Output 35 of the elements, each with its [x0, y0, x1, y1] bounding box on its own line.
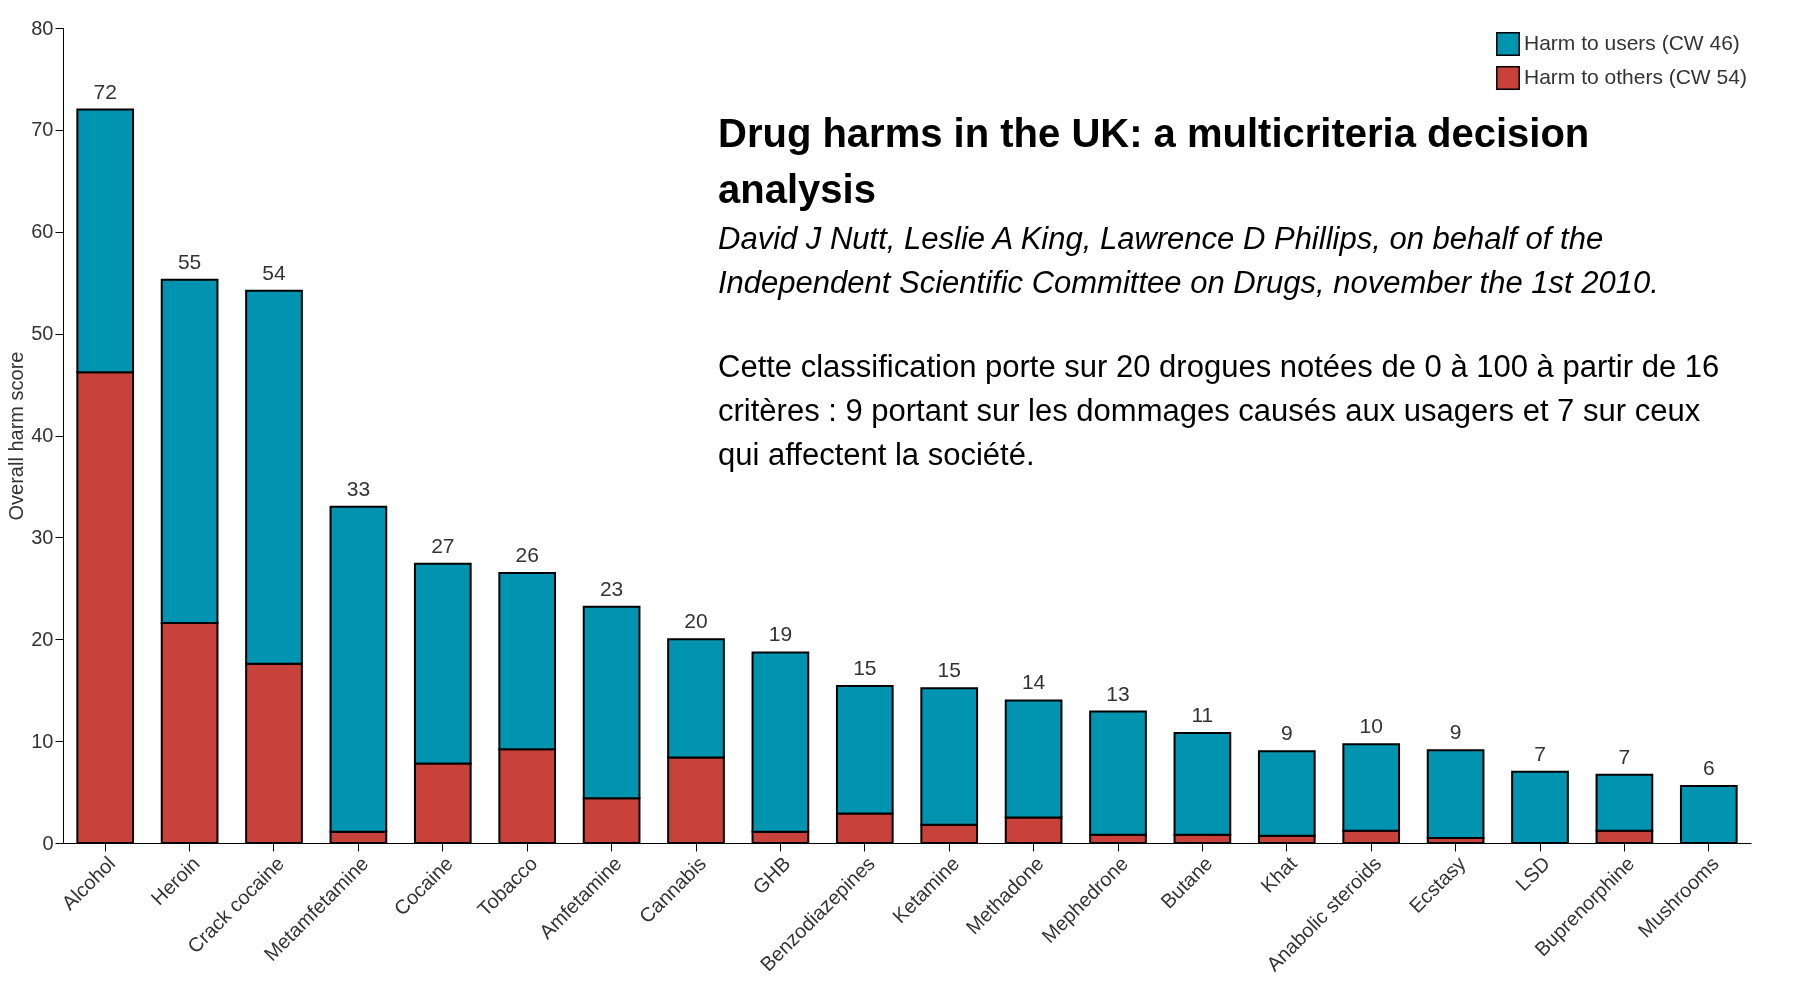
legend-label: Harm to others (CW 54) [1524, 65, 1747, 88]
total-label: 10 [1359, 714, 1383, 738]
total-label: 15 [937, 658, 961, 682]
y-tick-label: 30 [31, 525, 54, 548]
total-label: 7 [1534, 741, 1546, 765]
total-label: 9 [1449, 720, 1462, 744]
y-tick-label: 20 [31, 627, 54, 650]
total-label: 19 [768, 622, 793, 646]
total-label: 15 [853, 656, 877, 680]
total-label: 23 [599, 576, 624, 600]
total-label: 72 [93, 79, 117, 103]
y-tick-label: 60 [31, 220, 54, 243]
y-tick-label: 80 [31, 16, 54, 39]
annotation: Cette classification porte sur 20 drogues notées de 0 à 100 à partir de 16 critères : 9 portant sur les dommages causés aux usagers et 7 sur ceux qui affectent la société. [718, 348, 1721, 474]
text: David J Nutt, Leslie A King, Lawrence D Phillips, on behalf of the Independent Scientific Committee on Drugs, november the 1st 2010. [718, 220, 1660, 302]
total-label: 27 [431, 533, 455, 557]
y-tick-label: 0 [42, 831, 54, 854]
total-label: 54 [262, 260, 286, 284]
total-label: 9 [1280, 721, 1293, 745]
text: Drug harms in the UK: a multicriteria decision analysis [718, 110, 1591, 213]
total-label: 13 [1106, 681, 1130, 705]
total-label: 11 [1191, 702, 1214, 726]
y-axis-title: Overall harm score [5, 351, 28, 521]
total-label: 6 [1702, 755, 1715, 779]
total-label: 20 [684, 609, 708, 633]
y-tick-label: 10 [31, 729, 54, 752]
total-label: 14 [1021, 670, 1046, 694]
y-tick-label: 40 [31, 424, 54, 446]
y-tick-label: 50 [31, 322, 54, 345]
total-label: 7 [1618, 744, 1631, 768]
total-label: 33 [346, 476, 371, 500]
total-label: 26 [515, 543, 539, 567]
total-label: 55 [177, 249, 202, 273]
legend-label: Harm to users (CW 46) [1524, 31, 1740, 54]
y-tick-label: 70 [31, 118, 54, 141]
